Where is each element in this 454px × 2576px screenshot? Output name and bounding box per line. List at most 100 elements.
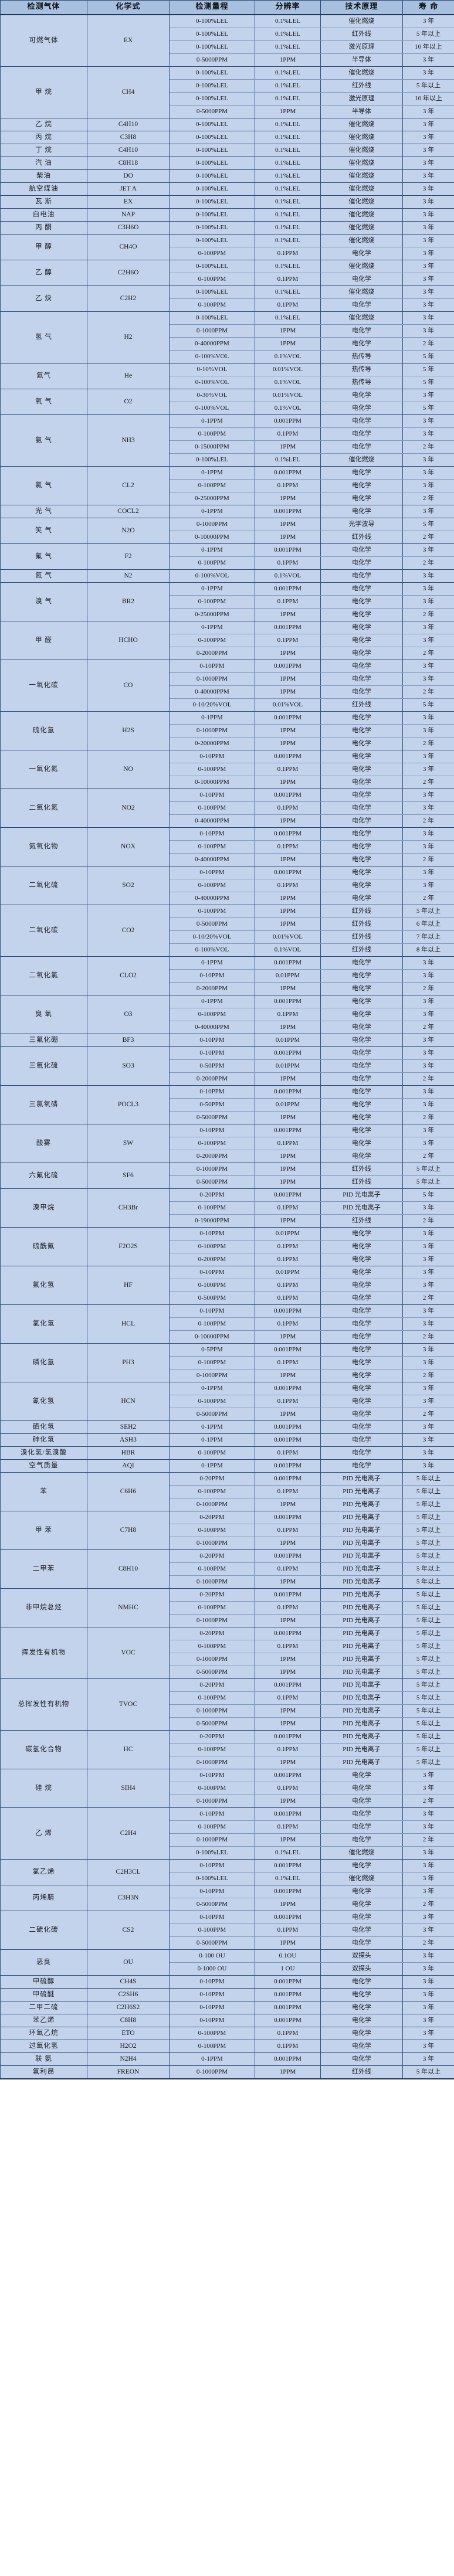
chemical-formula-cell: CO2 [87,905,170,957]
table-header: 检测气体 化学式 检测量程 分辨率 技术原理 寿 命 [0,0,454,16]
lifetime-cell: 5 年以上 [402,1666,454,1680]
lifetime-cell: 3 年 [402,1059,454,1073]
resolution-cell: 0.001PPM [255,582,321,596]
lifetime-cell: 3 年 [402,66,454,80]
chemical-formula-cell: ASH3 [87,1433,170,1447]
gas-name-cell: 酸雾 [0,1124,87,1164]
gas-name-cell: 瓦 斯 [0,195,87,209]
table-row: 0-40000PPM 1PPM 电化学 2 年 [1,1021,454,1035]
resolution-cell: 0.1PPM [255,1562,321,1576]
table-row: 0-1000PPM 1PPM PID 光电离子 5 年以上 [1,1614,454,1628]
resolution-cell: 0.1%LEL [255,14,321,29]
resolution-cell: 0.1PPM [255,1008,321,1022]
technology-cell: 电化学 [320,1292,403,1306]
gas-name-cell: 氦气 [0,363,87,390]
lifetime-cell: 3 年 [402,105,454,119]
technology-cell: 电化学 [320,1304,403,1318]
technology-cell: 电化学 [320,776,403,790]
range-cell: 0-20PPM [169,1188,255,1202]
column-header-resolution: 分辨率 [255,0,321,16]
table-row: 0-19000PPM 1PPM 红外线 2 年 [1,1214,454,1228]
range-cell: 0-1PPM [169,582,255,596]
range-cell: 0-10000PPM [169,1330,255,1344]
table-row: 0-5000PPM 1PPM 电化学 2 年 [1,1898,454,1912]
range-cell: 0-5000PPM [169,1175,255,1190]
lifetime-cell: 3 年 [402,1046,454,1061]
table-row: 0-100PPM 0.1PPM 电化学 3 年 [1,634,454,648]
gas-name-cell: 二氧化碳 [0,905,87,957]
technology-cell: PID 光电离子 [320,1562,403,1576]
resolution-cell: 0.1PPM [255,1691,321,1705]
technology-cell: 电化学 [320,582,403,596]
table-row: 0-1000PPM 1PPM PID 光电离子 5 年以上 [1,1653,454,1667]
technology-cell: 电化学 [320,685,403,699]
technology-cell: PID 光电离子 [320,1601,403,1615]
table-row: 0-100%VOL 0.1%VOL 电化学 5 年 [1,402,454,416]
chemical-formula-cell: C8H18 [87,157,170,171]
range-cell: 0-10/20%VOL [169,698,255,712]
resolution-cell: 0.001PPM [255,1382,321,1396]
range-cell: 0-1000PPM [169,1795,255,1809]
table-row: 0-100PPM 0.1PPM PID 光电离子 5 年以上 [1,1743,454,1757]
technology-cell: 电化学 [320,1240,403,1254]
gas-name-cell: 空气质量 [0,1459,87,1473]
technology-cell: 催化燃烧 [320,195,403,209]
table-row: 三氧化硫 SO3 0-10PPM 0.001PPM 电化学 3 年 [0,1046,454,1086]
range-cell: 0-100PPM [169,595,255,609]
lifetime-cell: 2 年 [402,1330,454,1344]
resolution-cell: 0.1%LEL [255,286,321,300]
technology-cell: 电化学 [320,543,403,558]
technology-cell: 电化学 [320,1111,403,1125]
table-row: 航空煤油 JET A 0-100%LEL 0.1%LEL 催化燃烧 3 年 [0,182,454,196]
table-row: 氰化氢 HCN 0-1PPM 0.001PPM 电化学 3 年 [0,1382,454,1422]
range-cell: 0-1000PPM [169,1653,255,1667]
chemical-formula-cell: C3H3N [87,1885,170,1912]
lifetime-cell: 3 年 [402,286,454,300]
lifetime-cell: 3 年 [402,1459,454,1473]
lifetime-cell: 3 年 [402,247,454,261]
chemical-formula-cell: SO2 [87,866,170,906]
lifetime-cell: 5 年以上 [402,1472,454,1486]
table-row: 0-1000 OU 1 OU 双探头 3 年 [1,1962,454,1976]
range-cell: 0-5000PPM [169,917,255,932]
range-cell: 0-10PPM [169,1975,255,1989]
resolution-cell: 0.01%VOL [255,930,321,944]
lifetime-cell: 3 年 [402,324,454,338]
table-row: 三氟化硼 BF3 0-10PPM 0.01PPM 电化学 3 年 [0,1034,454,1048]
table-row: 二氧化氮 NO2 0-10PPM 0.001PPM 电化学 3 年 [0,789,454,828]
table-row: 硫酰氟 F2O2S 0-10PPM 0.01PPM 电化学 3 年 [0,1227,454,1267]
lifetime-cell: 5 年以上 [402,905,454,919]
table-row: 环氧乙烷 ETO 0-100PPM 0.1PPM 电化学 3 年 [0,2027,454,2041]
resolution-cell: 1PPM [255,1704,321,1718]
gas-name-cell: 二氧化氮 [0,789,87,828]
technology-cell: 催化燃烧 [320,221,403,235]
resolution-cell: 1PPM [255,1498,321,1512]
chemical-formula-cell: H2S [87,711,170,751]
range-cell: 0-100%LEL [169,79,255,93]
table-row: 挥发性有机物 VOC 0-20PPM 0.001PPM PID 光电离子 5 年以上 [0,1627,454,1680]
gas-name-cell: 二氧化氯 [0,956,87,996]
range-cell: 0-1PPM [169,1420,255,1435]
chemical-formula-cell: F2O2S [87,1227,170,1267]
technology-cell: 电化学 [320,801,403,815]
technology-cell: PID 光电离子 [320,1691,403,1705]
resolution-cell: 1PPM [255,608,321,622]
technology-cell: 电化学 [320,466,403,480]
resolution-cell: 1PPM [255,1072,321,1086]
gas-name-cell: 六氟化硫 [0,1163,87,1190]
gas-name-cell: 氧 气 [0,389,87,416]
lifetime-cell: 2 年 [402,1292,454,1306]
resolution-cell: 0.1PPM [255,273,321,287]
range-cell: 0-10PPM [169,1304,255,1318]
resolution-cell: 1PPM [255,1537,321,1551]
technology-cell: 电化学 [320,2027,403,2041]
lifetime-cell: 5 年 [402,376,454,390]
table-row: 氮 气 N2 0-100%VOL 0.1%VOL 电化学 3 年 [0,569,454,583]
technology-cell: 红外线 [320,943,403,957]
technology-cell: 电化学 [320,1885,403,1899]
table-row: 0-100PPM 0.1PPM 电化学 3 年 [1,1008,454,1022]
lifetime-cell: 3 年 [402,866,454,880]
resolution-cell: 0.001PPM [255,1549,321,1564]
table-row: 0-100%LEL 0.1%LEL 激光原理 10 年以上 [1,92,454,106]
range-cell: 0-1000PPM [169,1537,255,1551]
